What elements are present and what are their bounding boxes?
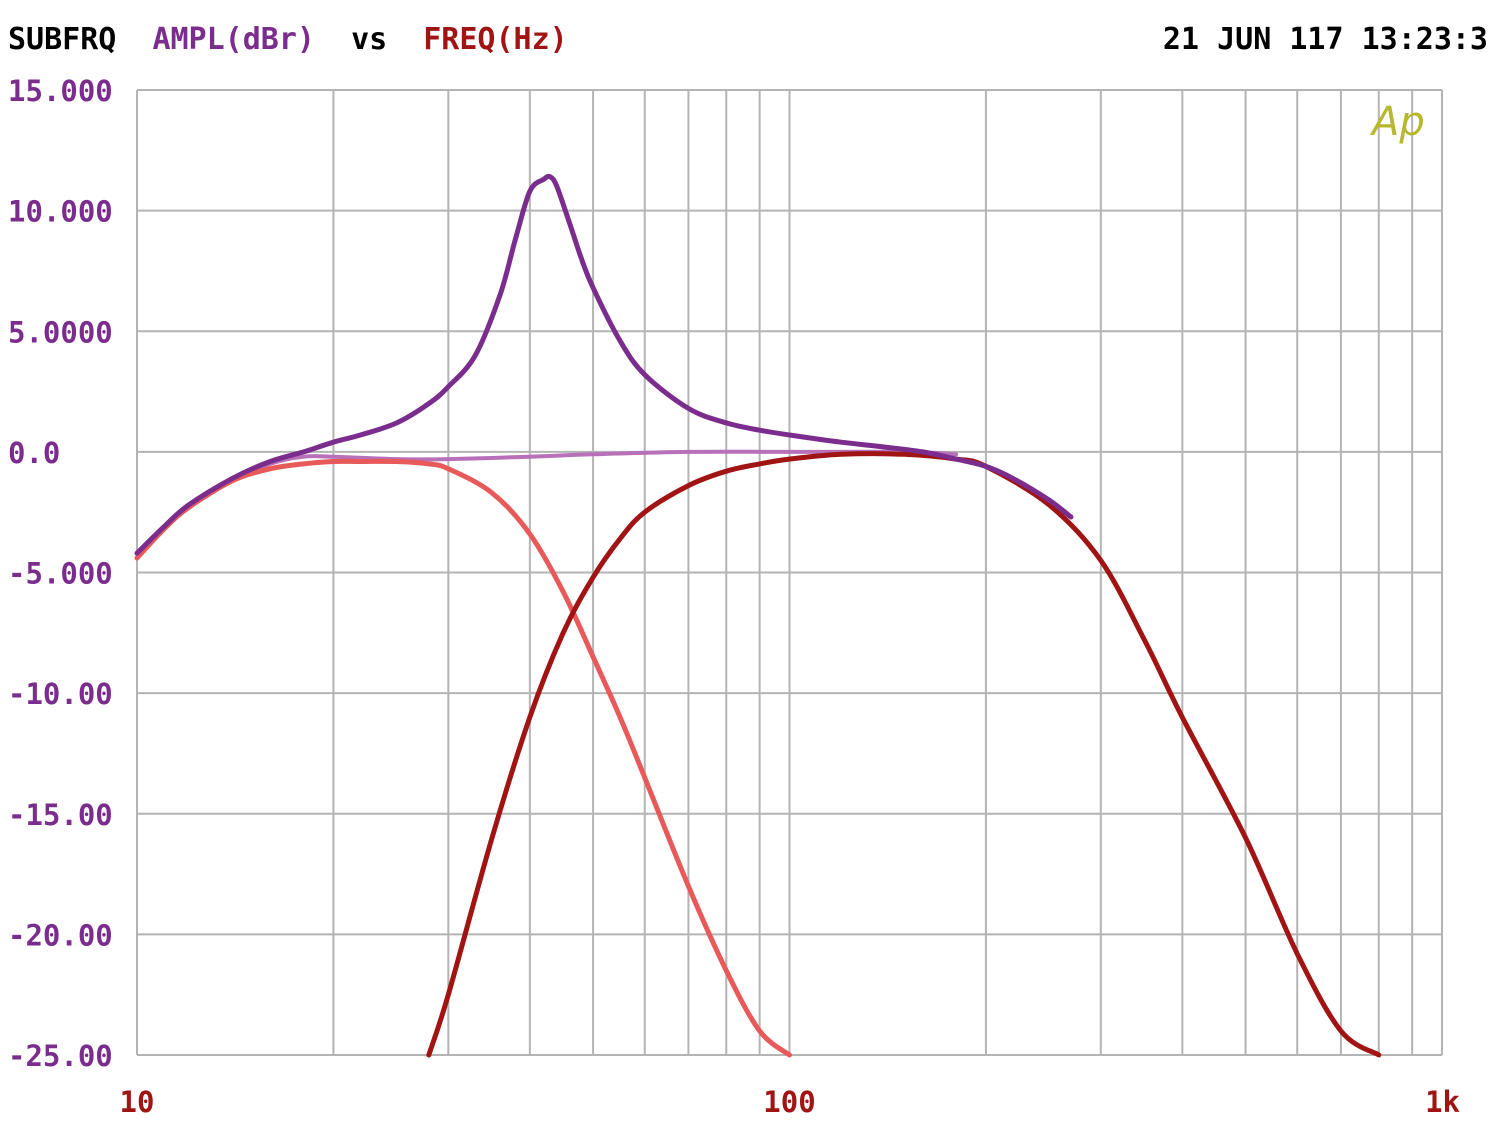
grid (136, 89, 1443, 1056)
series-line-0 (134, 173, 1074, 556)
series-line-2 (134, 458, 792, 1058)
y-tick-label: 5.0000 (8, 315, 113, 349)
x-tick-label: 1k (1425, 1085, 1460, 1119)
y-tick-label: -10.00 (8, 677, 113, 711)
header-timestamp: 21 JUN 117 13:23:3 (1163, 22, 1488, 57)
x-tick-label: 10 (120, 1085, 155, 1119)
chart-header: SUBFRQ AMPL(dBr) vs FREQ(Hz) (8, 22, 568, 57)
y-tick-label: 15.000 (8, 74, 113, 108)
y-axis-ticks: 15.000 10.000 5.0000 0.0 -5.000 -10.00 -15.00 -… (8, 74, 113, 1073)
y-tick-label: -15.00 (8, 798, 113, 832)
y-tick-label: 10.000 (8, 195, 113, 229)
ap-logo: Ap (1369, 99, 1425, 145)
header-y-quantity: AMPL(dBr) (152, 22, 315, 57)
x-tick-label: 100 (763, 1085, 815, 1119)
y-tick-label: -25.00 (8, 1039, 113, 1073)
header-x-quantity: FREQ(Hz) (423, 22, 568, 57)
y-tick-label: 0.0 (8, 436, 60, 470)
series-line-3 (426, 451, 1382, 1058)
series-group (134, 173, 1382, 1058)
header-title-prefix: SUBFRQ (8, 22, 116, 57)
header-vs: vs (351, 22, 387, 57)
y-tick-label: -20.00 (8, 918, 113, 952)
y-tick-label: -5.000 (8, 557, 113, 591)
x-axis-ticks: 10 100 1k (120, 1085, 1460, 1119)
